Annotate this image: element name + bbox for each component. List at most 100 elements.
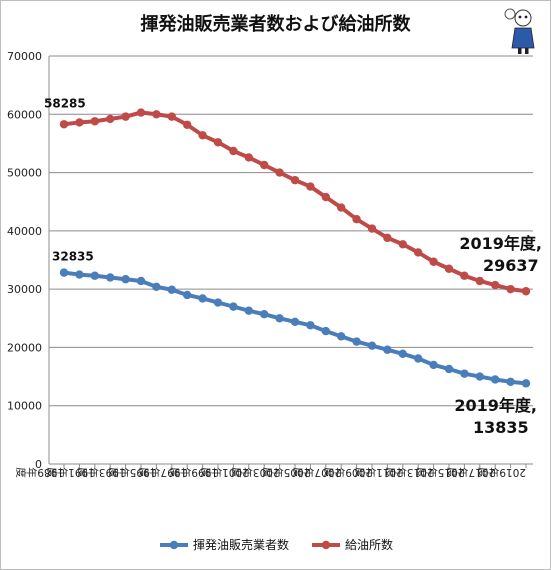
y-tick-label: 20000: [7, 341, 42, 354]
data-point-1: [198, 294, 207, 303]
data-point-1: [367, 341, 377, 350]
y-tick-label: 40000: [7, 225, 42, 238]
data-point-2: [506, 284, 515, 294]
data-point-2: [306, 182, 315, 191]
data-point-2: [321, 192, 330, 202]
data-point-1: [152, 282, 161, 292]
x-tick-label: 2009年度: [324, 466, 372, 478]
data-point-1: [398, 349, 407, 359]
data-point-2: [183, 120, 192, 129]
data-point-2: [59, 120, 69, 129]
annotation-end-stations-value: 29637: [483, 256, 539, 275]
data-point-1: [475, 372, 484, 381]
x-tick-label: 1993年度: [77, 466, 125, 478]
data-point-2: [367, 224, 377, 233]
x-tick-label: 2019年度: [478, 466, 526, 478]
data-point-1: [183, 290, 192, 300]
y-tick-label: 60000: [7, 108, 42, 121]
data-point-1: [429, 360, 438, 370]
data-point-2: [198, 131, 207, 140]
data-point-1: [75, 270, 84, 279]
data-point-2: [444, 264, 454, 273]
data-point-2: [244, 153, 253, 162]
data-point-1: [444, 364, 454, 374]
x-tick-label: 2015年度: [416, 466, 464, 478]
data-point-1: [491, 375, 500, 384]
x-tick-label: 2013年度: [385, 466, 433, 478]
data-point-1: [106, 273, 115, 282]
x-tick-label: 2017年度: [447, 466, 495, 478]
legend-marker-1: [169, 540, 179, 550]
annotation-start-dealers: 32835: [52, 250, 94, 264]
data-point-2: [213, 138, 223, 147]
data-point-2: [414, 248, 423, 257]
x-tick-label: 1997年度: [139, 466, 187, 478]
y-tick-label: 10000: [7, 400, 42, 413]
data-point-2: [429, 257, 438, 266]
data-point-1: [414, 354, 423, 363]
data-point-1: [337, 332, 346, 341]
x-tick-label: 1995年度: [108, 466, 156, 478]
x-tick-label: 1989年度: [16, 466, 64, 478]
data-point-2: [383, 233, 392, 243]
legend-label-1: 揮発油販売業者数: [193, 537, 289, 552]
data-point-1: [90, 271, 100, 280]
data-point-1: [383, 345, 392, 354]
y-tick-label: 30000: [7, 283, 42, 296]
data-point-2: [290, 175, 300, 185]
x-tick-label: 2005年度: [262, 466, 310, 478]
legend-label-2: 給油所数: [345, 537, 393, 552]
legend-marker-2: [321, 540, 331, 550]
data-point-1: [59, 268, 69, 277]
data-point-1: [521, 379, 531, 388]
data-point-1: [244, 306, 253, 315]
data-point-1: [275, 314, 284, 323]
annotation-end-dealers-year: 2019年度,: [454, 396, 537, 415]
data-point-2: [475, 276, 484, 286]
y-tick-label: 50000: [7, 167, 42, 180]
data-point-1: [121, 275, 130, 284]
data-point-2: [337, 203, 346, 212]
x-tick-label: 2001年度: [200, 466, 248, 478]
data-point-2: [229, 146, 238, 156]
data-point-1: [213, 298, 223, 307]
data-point-2: [352, 215, 361, 224]
y-tick-label: 70000: [7, 50, 42, 63]
data-point-1: [167, 285, 176, 294]
data-point-1: [352, 337, 361, 346]
data-point-1: [229, 302, 238, 311]
data-point-2: [90, 117, 100, 126]
data-point-2: [75, 118, 84, 127]
data-point-2: [491, 280, 500, 290]
x-tick-label: 2011年度: [354, 466, 402, 478]
data-point-2: [167, 112, 176, 121]
data-point-2: [260, 160, 269, 170]
data-point-2: [106, 114, 115, 124]
annotation-end-stations-year: 2019年度,: [459, 234, 542, 253]
annotation-start-stations: 58285: [44, 96, 86, 110]
data-point-2: [521, 287, 531, 296]
data-point-2: [136, 108, 146, 117]
data-point-1: [136, 276, 146, 286]
data-point-2: [152, 110, 161, 119]
data-point-1: [321, 326, 330, 336]
x-tick-label: 1999年度: [170, 466, 218, 478]
data-point-1: [260, 310, 269, 319]
y-tick-label: 0: [35, 458, 42, 471]
mascot-icon: [504, 8, 535, 54]
data-point-2: [275, 168, 284, 177]
data-point-2: [460, 271, 469, 280]
x-tick-label: 1991年度: [46, 466, 94, 478]
chart-title: 揮発油販売業者数および給油所数: [140, 14, 411, 35]
x-tick-label: 2007年度: [293, 466, 341, 478]
data-point-2: [121, 112, 130, 121]
data-point-2: [398, 240, 407, 249]
data-point-1: [506, 377, 515, 387]
data-point-1: [306, 321, 315, 330]
x-tick-label: 2003年度: [231, 466, 279, 478]
data-point-1: [460, 369, 469, 378]
series-line-2: [63, 110, 527, 294]
data-point-1: [290, 317, 300, 326]
